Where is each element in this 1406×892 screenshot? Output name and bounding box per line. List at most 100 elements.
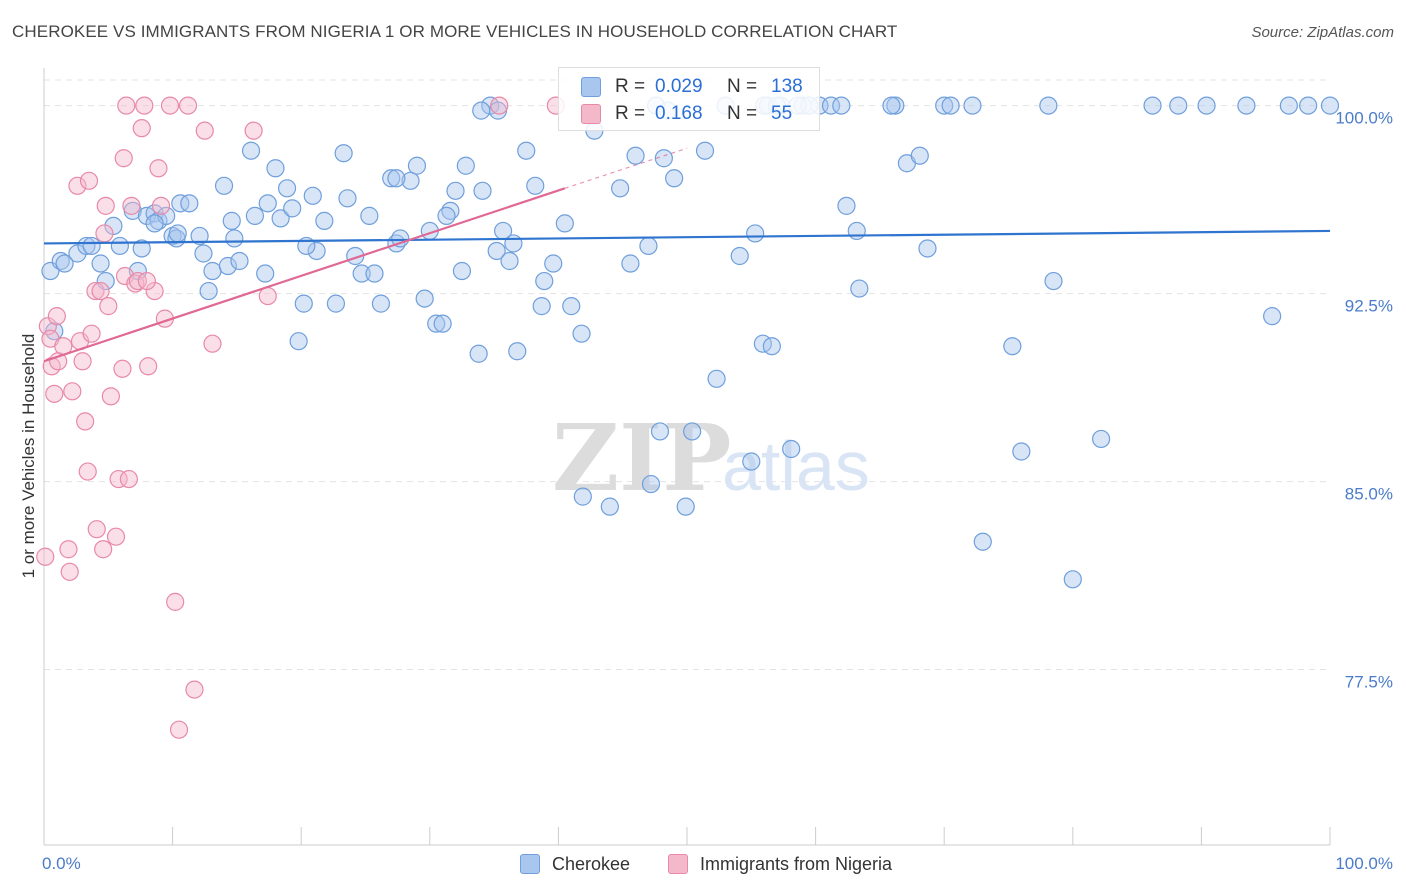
y-tick-label: 100.0% [1335, 109, 1393, 128]
nigeria-point [195, 121, 214, 140]
cherokee-point [91, 254, 110, 273]
cherokee-point [110, 236, 129, 256]
cherokee-point [654, 149, 673, 168]
stats-row-cherokee: R = 0.029 N = 138 [559, 74, 821, 100]
cherokee-point [168, 224, 187, 243]
nigeria-point [78, 462, 97, 481]
cherokee-point [572, 324, 591, 343]
nigeria-point [258, 286, 277, 306]
x-tick-label: 0.0% [42, 854, 81, 873]
nigeria-point [135, 96, 154, 115]
cherokee-point [407, 156, 427, 175]
cherokee-point [941, 96, 960, 115]
cherokee-point [218, 256, 237, 276]
cherokee-point [504, 234, 523, 253]
nigeria-point [114, 149, 133, 168]
cherokee-point [241, 141, 261, 160]
cherokee-point [401, 171, 420, 190]
cherokee-point [1320, 96, 1340, 115]
chart-title: CHEROKEE VS IMMIGRANTS FROM NIGERIA 1 OR… [12, 22, 898, 41]
cherokee-point [562, 297, 581, 316]
nigeria-point [76, 412, 95, 431]
nigeria-trend-extension [564, 147, 688, 189]
cherokee-point [1143, 96, 1162, 115]
series-cherokee [41, 96, 1340, 589]
cherokee-point [303, 186, 322, 205]
cherokee-point [433, 314, 452, 333]
stats-row-nigeria: R = 0.168 N = 55 [559, 101, 821, 127]
cherokee-point [882, 96, 901, 115]
cherokee-point [573, 487, 592, 506]
cherokee-point [746, 224, 765, 243]
cherokee-point [415, 289, 434, 308]
cherokee-point [277, 179, 297, 198]
cherokee-point [963, 96, 982, 115]
nigeria-swatch [581, 104, 601, 124]
cherokee-point [371, 294, 391, 313]
cherokee-point [1169, 96, 1188, 115]
nigeria-point [95, 224, 114, 243]
legend-item-cherokee[interactable]: Cherokee [520, 850, 630, 878]
cherokee-point [1299, 96, 1318, 115]
cherokee-point [850, 279, 869, 298]
watermark: ZIP atlas [552, 404, 870, 512]
n-label: N = [727, 76, 758, 97]
cherokee-point [214, 176, 234, 195]
x-tick-label: 100.0% [1335, 854, 1393, 873]
legend-item-nigeria[interactable]: Immigrants from Nigeria [668, 850, 892, 878]
cherokee-point [387, 169, 406, 188]
cherokee-point [707, 369, 726, 388]
cherokee-point [199, 281, 218, 301]
cherokee-point [145, 214, 164, 233]
cherokee-point [55, 254, 74, 273]
r-label: R = [615, 76, 646, 97]
stats-legend: R = 0.029 N = 138 R = 0.168 N = 55 [558, 67, 820, 131]
cherokee-point [1091, 429, 1111, 449]
cherokee-point [1279, 96, 1298, 115]
gridlines [44, 79, 1330, 671]
cherokee-point [469, 344, 488, 363]
cherokee-swatch [581, 77, 601, 97]
cherokee-point [352, 264, 371, 283]
nigeria-point [151, 196, 171, 215]
nigeria-point [96, 196, 115, 215]
nigeria-point [79, 171, 99, 190]
cherokee-point [326, 294, 346, 313]
cherokee-point [517, 141, 536, 160]
cherokee-point [665, 169, 684, 188]
cherokee-point [271, 209, 290, 228]
nigeria-trend-line [43, 187, 566, 363]
cherokee-point [190, 226, 209, 246]
y-tick-label: 85.0% [1345, 485, 1393, 504]
cherokee-point [360, 206, 379, 225]
cherokee-point [1003, 337, 1022, 356]
cherokee-point [256, 264, 275, 283]
trend-lines [43, 147, 1331, 363]
cherokee-point [1039, 96, 1058, 115]
cherokee-point [1197, 96, 1216, 115]
legend-swatch-nigeria [668, 854, 688, 874]
nigeria-point [139, 357, 158, 376]
cherokee-point [294, 294, 313, 313]
nigeria-point [145, 281, 164, 301]
y-tick-label: 77.5% [1345, 673, 1393, 692]
nigeria-point [60, 562, 79, 581]
cherokee-point [307, 241, 326, 261]
nigeria-point [244, 121, 263, 140]
cherokee-point [886, 96, 905, 115]
r-label: R = [615, 103, 646, 124]
cherokee-point [194, 244, 213, 263]
cherokee-point [526, 176, 545, 195]
cherokee-point [437, 206, 456, 225]
n-label: N = [727, 103, 758, 124]
cherokee-point [555, 214, 574, 233]
cherokee-point [544, 254, 563, 273]
cherokee-point [611, 179, 630, 198]
nigeria-point [178, 96, 198, 115]
cherokee-point [641, 474, 661, 494]
cherokee-point [365, 264, 384, 283]
legend-swatch-cherokee [520, 854, 540, 874]
nigeria-point [109, 469, 128, 489]
nigeria-point [36, 547, 55, 566]
